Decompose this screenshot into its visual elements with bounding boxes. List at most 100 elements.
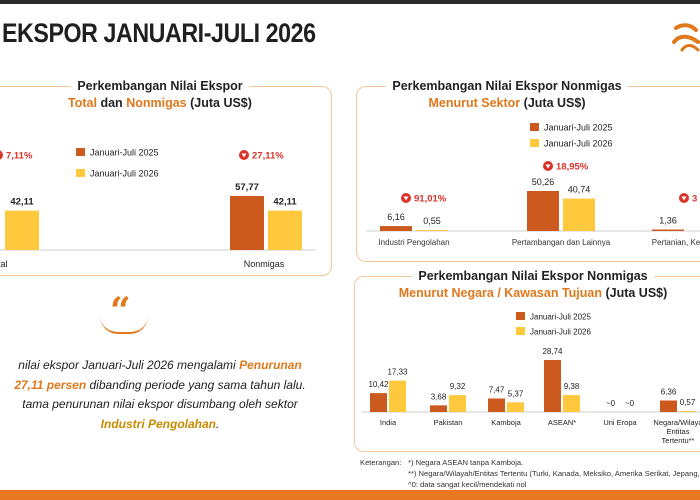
panel1-title-nonmigas: Nonmigas bbox=[126, 96, 187, 110]
bar-value-label: 6,16 bbox=[387, 212, 405, 222]
panel-sektor: Perkembangan Nilai Ekspor Nonmigas Menur… bbox=[356, 79, 700, 262]
change-label: 18,95% bbox=[556, 162, 589, 173]
note-item: **) Negara/Wilayah/Entitas Tertentu (Tur… bbox=[408, 469, 700, 478]
bar-value-label: 17,33 bbox=[387, 368, 408, 377]
down-arrow-glyph bbox=[241, 153, 247, 158]
category-label: ASEAN* bbox=[548, 418, 576, 427]
bar-2026 bbox=[563, 395, 580, 412]
change-label: 27,11% bbox=[252, 151, 284, 162]
legend-swatch bbox=[530, 123, 539, 131]
panel3-title: Perkembangan Nilai Ekspor Nonmigas bbox=[355, 268, 700, 284]
bar-value-label: 1,36 bbox=[659, 216, 677, 226]
note-item: *) Negara ASEAN tanpa Kamboja. bbox=[408, 458, 524, 467]
legend-swatch bbox=[76, 148, 85, 156]
bar-value-label: 28,74 bbox=[542, 347, 563, 356]
category-label: Nonmigas bbox=[244, 259, 285, 269]
category-label: Tertentu** bbox=[662, 436, 695, 445]
legend-label: Januari-Juli 2025 bbox=[90, 148, 159, 158]
down-arrow-glyph bbox=[403, 196, 409, 201]
bar-value-label: 42,11 bbox=[273, 197, 297, 208]
category-label: Entitas bbox=[667, 427, 690, 436]
bar-value-label: 57,77 bbox=[235, 182, 259, 193]
bar-value-label: 50,26 bbox=[532, 177, 555, 187]
chart-sektor: Januari-Juli 2025 Januari-Juli 2026 6,16 0,… bbox=[366, 123, 700, 247]
bar-value-label: 6,36 bbox=[661, 387, 677, 396]
bar-2025 bbox=[430, 405, 447, 412]
bar-value-label: 3,68 bbox=[431, 392, 447, 401]
category-label: Uni Eropa bbox=[603, 418, 637, 427]
bar-value-label: ~0 bbox=[606, 399, 616, 408]
panel1-title-line1: Perkembangan Nilai Ekspor bbox=[71, 79, 249, 93]
quote-line4-post: . bbox=[216, 416, 220, 431]
quote-line4-hl: Industri Pengolahan bbox=[100, 416, 216, 431]
brand-logo-icon bbox=[672, 23, 700, 52]
panel-total-nonmigas: Perkembangan Nilai Ekspor Total dan Nonm… bbox=[0, 79, 332, 276]
legend-label: Januari-Juli 2026 bbox=[90, 169, 159, 179]
notes-label: Keterangan: bbox=[360, 458, 402, 467]
panel3-title-line1: Perkembangan Nilai Ekspor Nonmigas bbox=[412, 269, 654, 283]
panel2-title: Perkembangan Nilai Ekspor Nonmigas bbox=[357, 78, 657, 94]
legend-label: Januari-Juli 2025 bbox=[544, 123, 613, 133]
bar-2026 bbox=[679, 410, 696, 412]
bar-2026 bbox=[449, 395, 466, 412]
bar-value-label: 0,55 bbox=[423, 216, 441, 226]
panel1-title-total: Total bbox=[68, 96, 97, 110]
bar-value-label: 10,42 bbox=[368, 380, 389, 389]
quote-line3: tama penurunan nilai ekspor disumbang ol… bbox=[22, 397, 298, 411]
panel2-subtitle: Menurut Sektor (Juta US$) bbox=[357, 95, 657, 111]
notes: Keterangan: *) Negara ASEAN tanpa Kamboja… bbox=[360, 457, 700, 490]
category-label: Pakistan bbox=[434, 418, 463, 427]
panel1-subtitle: Total dan Nonmigas (Juta US$) bbox=[0, 95, 331, 111]
chart-total-nonmigas: Januari-Juli 2025 Januari-Juli 2026 42,11 t… bbox=[0, 148, 316, 269]
bar-value-label: 7,47 bbox=[489, 385, 505, 394]
quote-text: nilai ekspor Januari-Juli 2026 mengalami… bbox=[0, 356, 320, 434]
panel1-title-dan: dan bbox=[100, 96, 123, 110]
legend-label: Januari-Juli 2026 bbox=[544, 139, 613, 149]
quote-line1-hl: Penurunan bbox=[239, 358, 302, 372]
panel3-title-unit: (Juta US$) bbox=[605, 286, 668, 300]
panel3-title-line2: Menurut Negara / Kawasan Tujuan bbox=[398, 286, 602, 300]
panel1-title-unit: (Juta US$) bbox=[190, 96, 252, 110]
bar-2026 bbox=[389, 380, 406, 412]
quote-line2-hl: 27,11 persen bbox=[14, 377, 87, 392]
category-label: tal bbox=[0, 259, 8, 269]
quote-line2-post: dibanding periode yang sama tahun lalu. bbox=[89, 377, 306, 392]
bar-value-label: 9,32 bbox=[450, 382, 466, 391]
bar-2026 bbox=[5, 210, 39, 250]
bar-2025 bbox=[370, 393, 387, 412]
category-label: Industri Pengolahan bbox=[378, 238, 449, 247]
page-title: EKSPOR JANUARI-JULI 2026 bbox=[2, 18, 316, 48]
panel-negara: Perkembangan Nilai Ekspor Nonmigas Menur… bbox=[354, 269, 700, 452]
bar-2026 bbox=[416, 230, 448, 231]
category-label: India bbox=[380, 418, 397, 427]
change-label: 3 bbox=[692, 194, 697, 205]
bar-2025 bbox=[527, 191, 559, 231]
category-label: Negara/Wilaya bbox=[653, 418, 700, 427]
quote-line1-pre: nilai ekspor Januari-Juli 2026 mengalami bbox=[18, 358, 236, 372]
down-arrow-icon bbox=[0, 150, 3, 160]
bar-value-label: 9,38 bbox=[564, 382, 580, 391]
category-label: Kamboja bbox=[491, 418, 521, 427]
bar-2025 bbox=[230, 196, 264, 250]
bar-value-label: 5,37 bbox=[508, 389, 524, 398]
top-bar bbox=[0, 0, 700, 4]
down-arrow-glyph bbox=[545, 164, 551, 169]
bar-value-label: 40,74 bbox=[568, 185, 591, 195]
category-label: Pertanian, Kehutan bbox=[652, 238, 700, 247]
quote-arc bbox=[100, 316, 148, 334]
change-label: 91,01% bbox=[414, 194, 447, 205]
bar-2025 bbox=[488, 398, 505, 412]
legend-swatch bbox=[76, 169, 85, 177]
bar-2026 bbox=[563, 198, 595, 231]
down-arrow-glyph bbox=[681, 196, 687, 201]
legend-label: Januari-Juli 2025 bbox=[530, 313, 591, 322]
legend-swatch bbox=[530, 139, 539, 147]
panel2-title-unit: (Juta US$) bbox=[523, 96, 586, 110]
panel1-title: Perkembangan Nilai Ekspor bbox=[0, 78, 331, 94]
change-label: 7,11% bbox=[6, 151, 33, 162]
bar-value-label: 42,11 bbox=[10, 197, 34, 208]
legend-swatch bbox=[516, 312, 525, 320]
chart-negara: Januari-Juli 2025 Januari-Juli 2026 10,42 1… bbox=[362, 312, 700, 445]
bar-2025 bbox=[544, 360, 561, 412]
panel2-title-line2: Menurut Sektor bbox=[428, 96, 521, 110]
